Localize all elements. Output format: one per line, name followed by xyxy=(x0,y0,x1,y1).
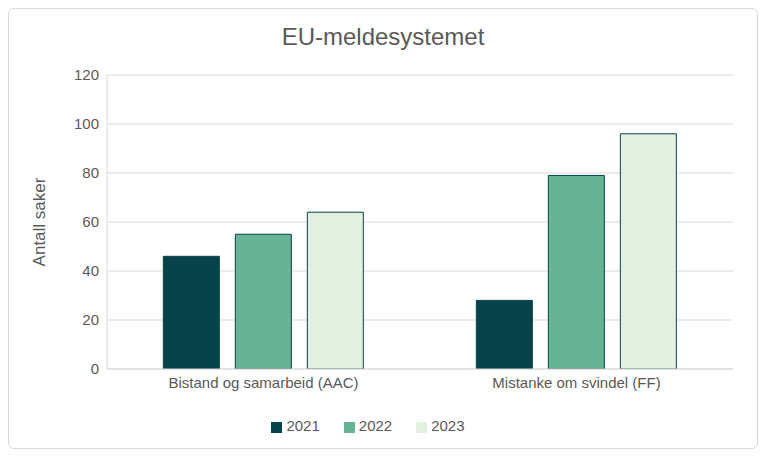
svg-text:80: 80 xyxy=(82,164,99,181)
svg-text:Bistand og samarbeid (AAC): Bistand og samarbeid (AAC) xyxy=(168,374,358,391)
svg-text:60: 60 xyxy=(82,213,99,230)
svg-text:0: 0 xyxy=(91,360,99,377)
html-text:2023: 2023 xyxy=(431,417,465,434)
svg-text:40: 40 xyxy=(82,262,99,279)
html-text:2022: 2022 xyxy=(358,417,393,434)
svg-text:120: 120 xyxy=(74,66,99,83)
html-text:2021: 2021 xyxy=(286,417,320,434)
svg-text:Mistanke om svindel (FF): Mistanke om svindel (FF) xyxy=(492,374,660,391)
svg-text:Antall saker: Antall saker xyxy=(30,177,49,266)
svg-text:20: 20 xyxy=(82,311,99,328)
html-text:EU-meldesystemet: EU-meldesystemet xyxy=(281,23,485,50)
svg-text:100: 100 xyxy=(74,115,99,132)
